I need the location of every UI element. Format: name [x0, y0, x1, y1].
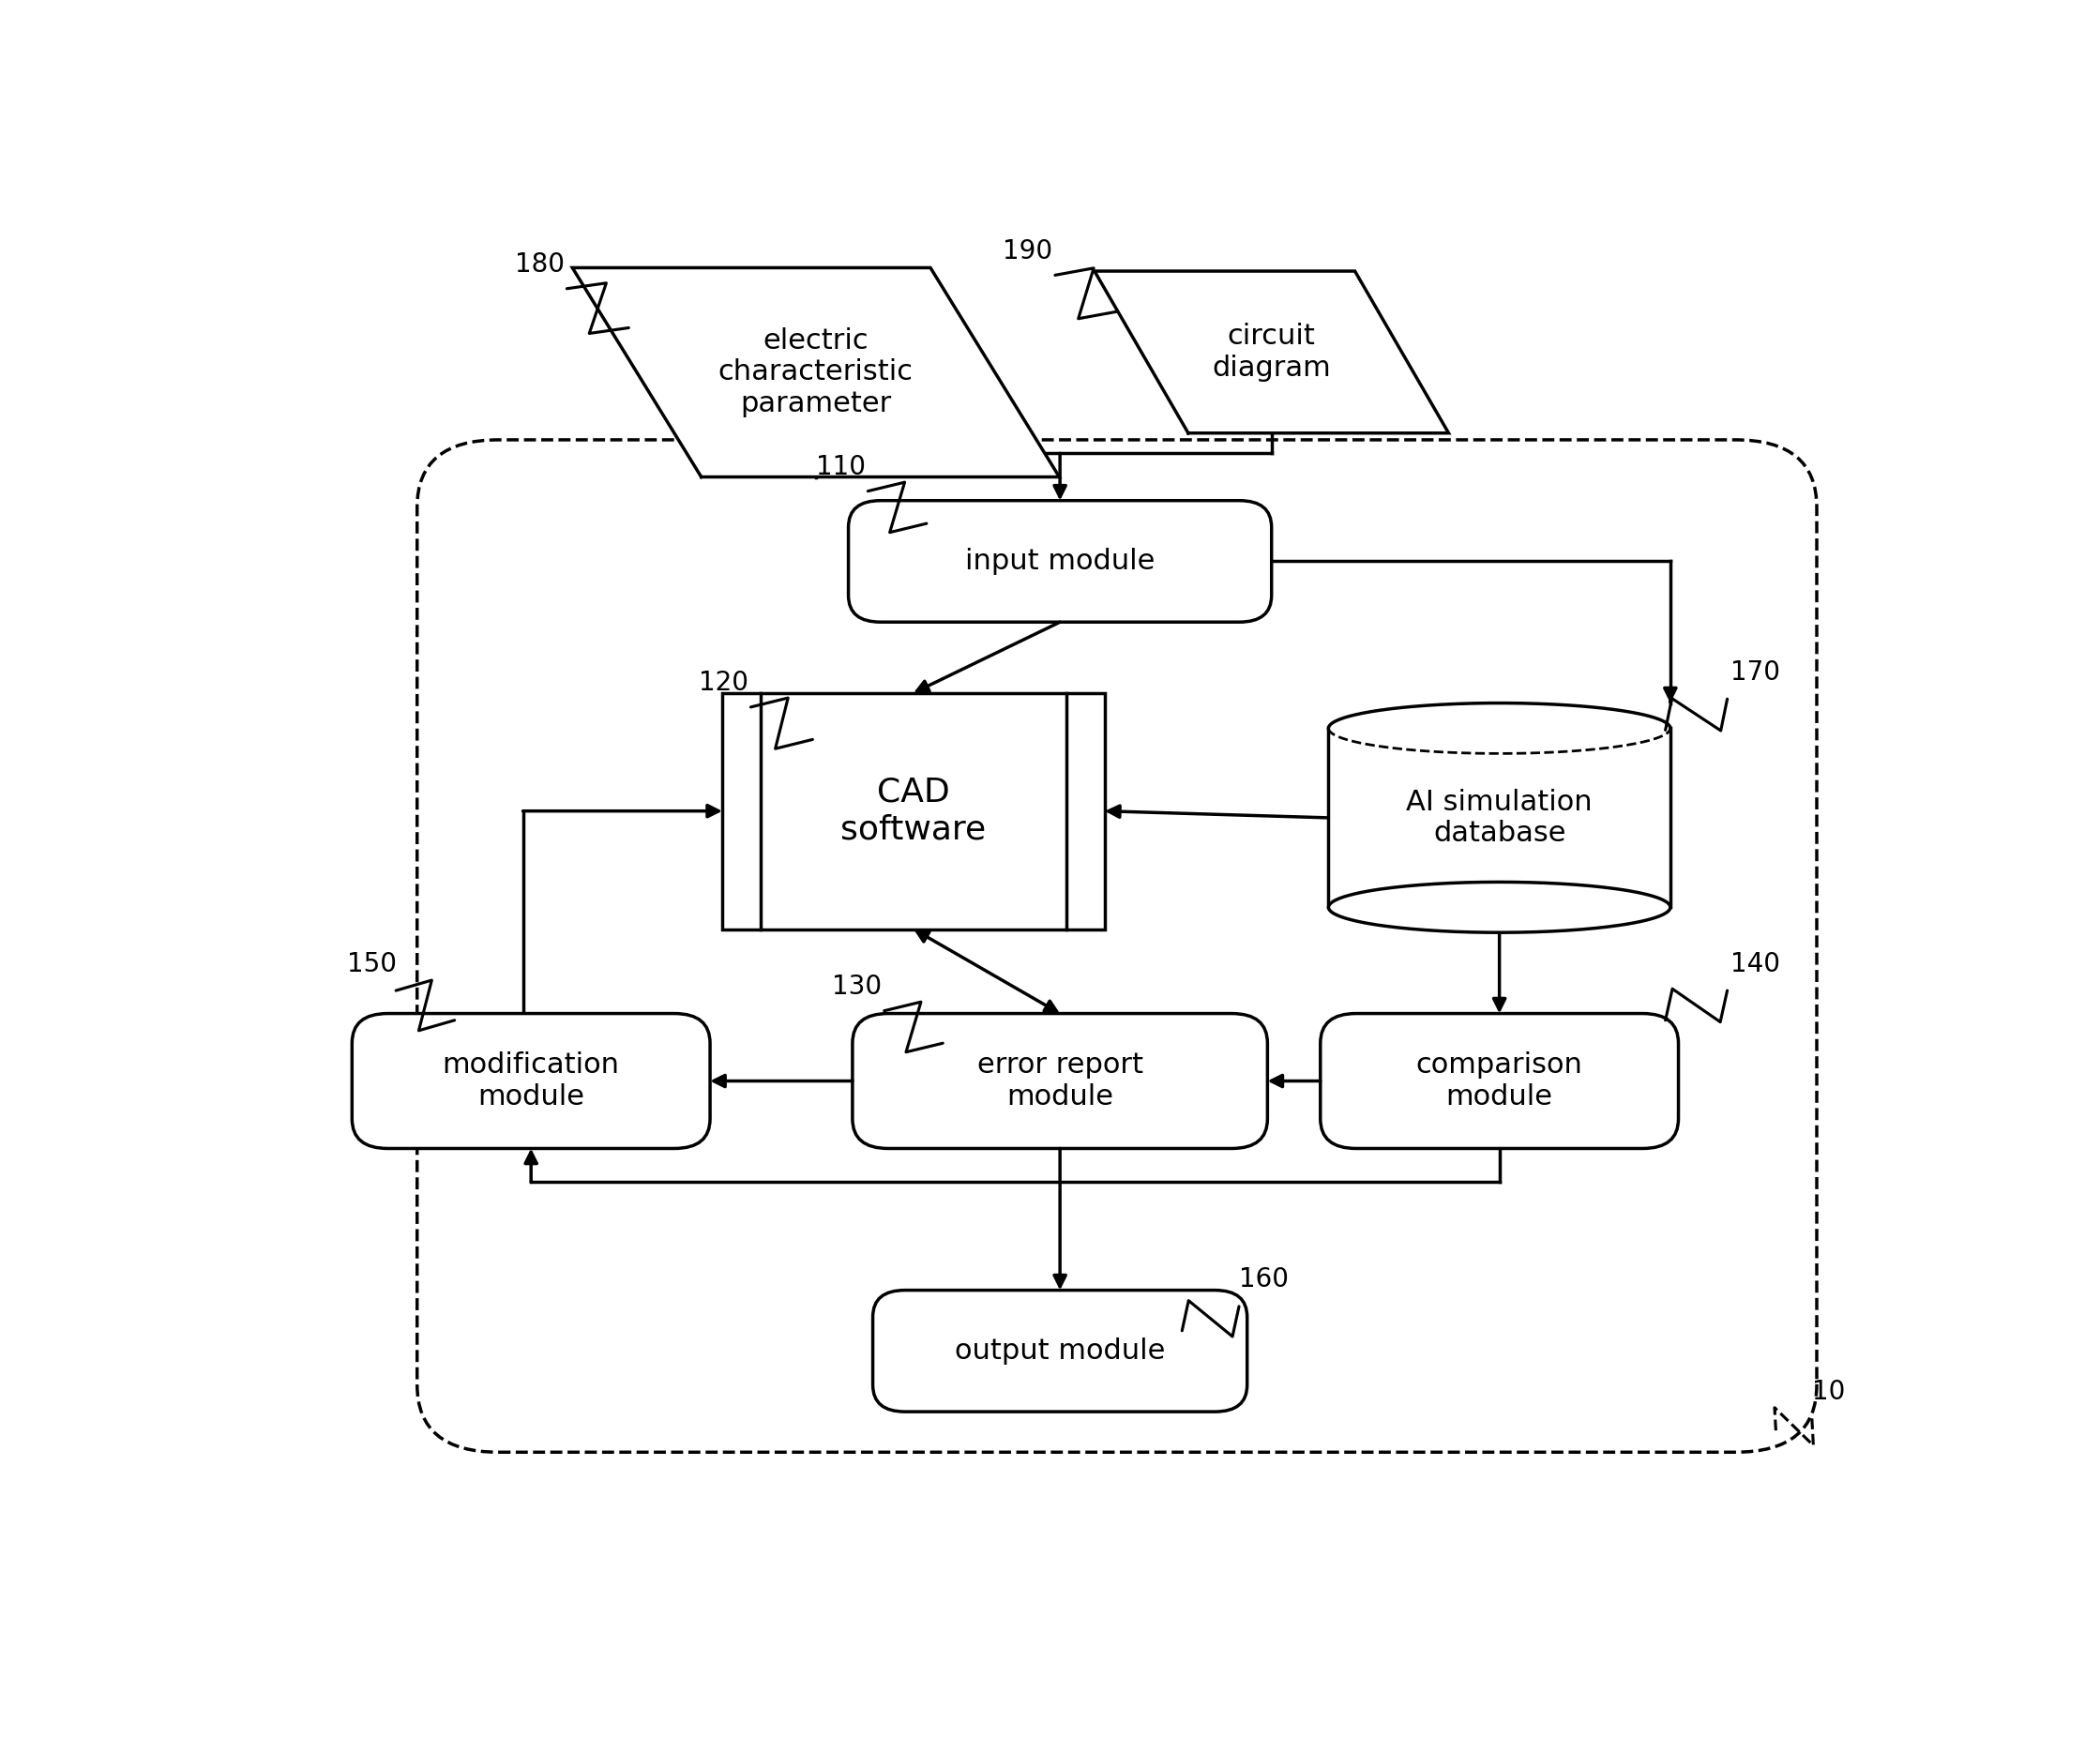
Bar	[722, 692, 1105, 929]
Text: 110: 110	[815, 454, 865, 480]
Text: modification
module: modification module	[443, 1052, 620, 1110]
Text: 190: 190	[1004, 238, 1052, 265]
Text: circuit
diagram: circuit diagram	[1212, 323, 1331, 382]
Polygon shape	[1094, 272, 1449, 433]
FancyBboxPatch shape	[874, 1290, 1247, 1411]
FancyBboxPatch shape	[1321, 1013, 1678, 1148]
Text: 180: 180	[514, 252, 565, 277]
Text: 130: 130	[832, 973, 882, 999]
Text: AI simulation
database: AI simulation database	[1407, 789, 1592, 847]
FancyBboxPatch shape	[853, 1013, 1268, 1148]
FancyBboxPatch shape	[848, 501, 1273, 622]
Text: output module: output module	[956, 1338, 1166, 1364]
Text: 170: 170	[1730, 659, 1781, 685]
Text: 150: 150	[346, 950, 397, 976]
Text: error report
module: error report module	[976, 1052, 1142, 1110]
Text: 10: 10	[1812, 1378, 1846, 1404]
Text: input module: input module	[966, 547, 1155, 575]
FancyBboxPatch shape	[353, 1013, 710, 1148]
Text: 160: 160	[1239, 1267, 1289, 1294]
Bar	[1329, 727, 1670, 908]
Text: electric
characteristic
parameter: electric characteristic parameter	[718, 328, 914, 417]
Polygon shape	[573, 268, 1058, 477]
Text: 120: 120	[699, 670, 748, 696]
Text: CAD
software: CAD software	[840, 777, 987, 845]
Polygon shape	[1329, 703, 1670, 754]
Text: comparison
module: comparison module	[1415, 1052, 1583, 1110]
Polygon shape	[1329, 882, 1670, 933]
Text: 140: 140	[1730, 950, 1781, 976]
